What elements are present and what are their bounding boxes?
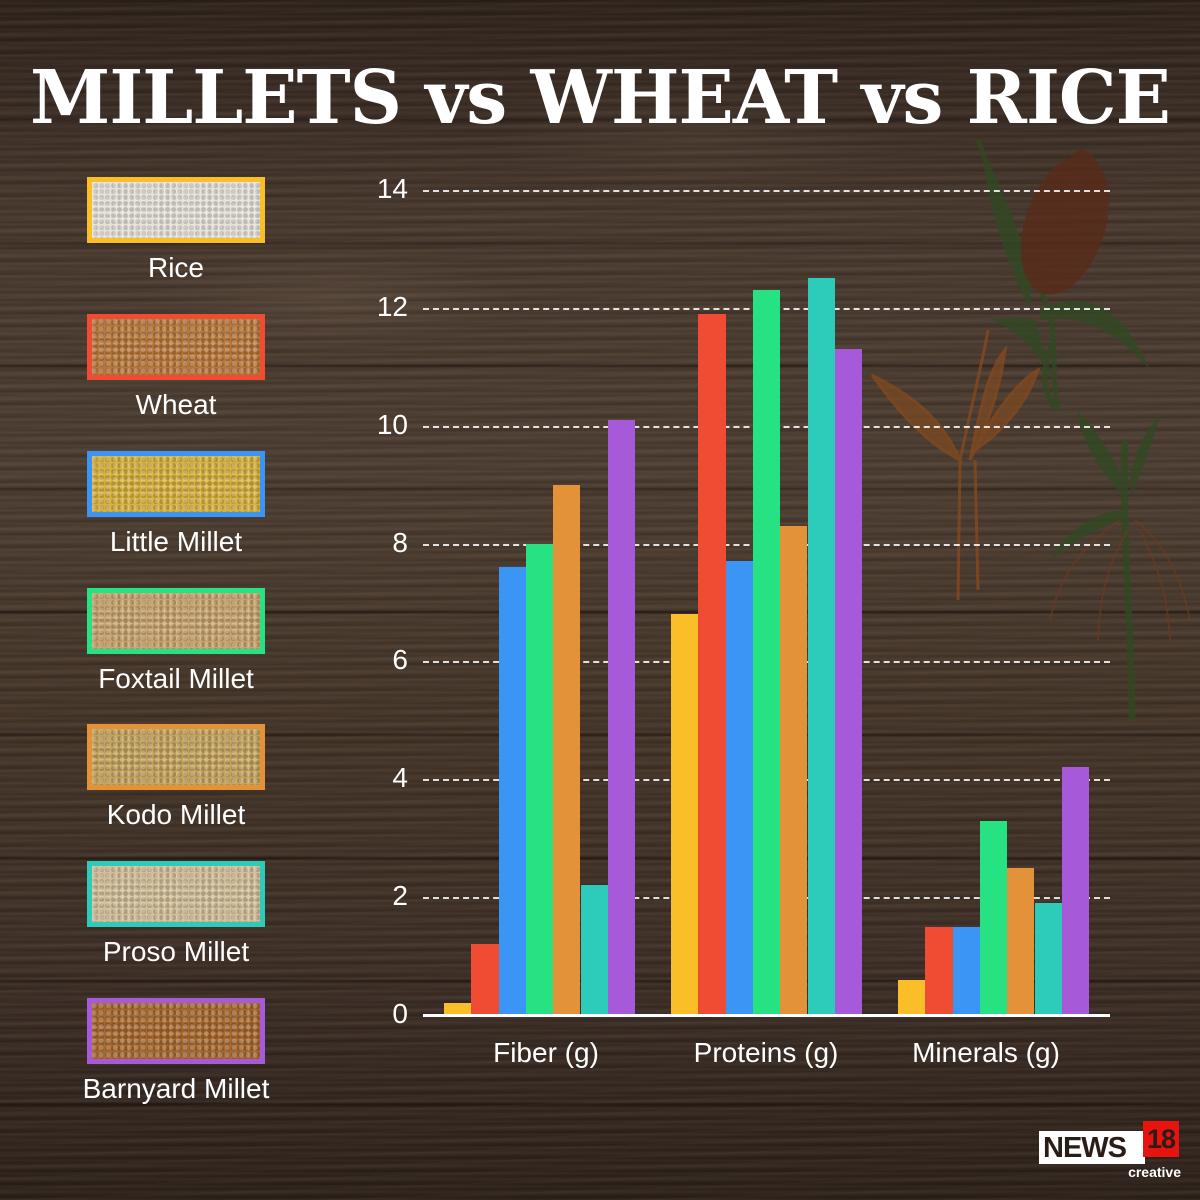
foxtail-millet-image-swatch xyxy=(87,588,265,654)
bar-barnyard-millet-minerals xyxy=(1061,767,1090,1015)
x-axis-line xyxy=(423,1014,1110,1017)
bar-wheat-proteins xyxy=(698,313,726,1015)
bar-barnyard-millet-proteins xyxy=(834,349,863,1015)
gridline xyxy=(423,189,1110,192)
y-tick-label: 2 xyxy=(392,880,408,912)
bar-little-millet-proteins xyxy=(725,561,753,1015)
legend-item-foxtail-millet: Foxtail Millet xyxy=(60,588,295,718)
bar-little-millet-fiber xyxy=(498,567,526,1015)
wheat-image-swatch xyxy=(87,314,265,380)
bar-kodo-millet-minerals xyxy=(1007,867,1035,1015)
bar-little-millet-minerals xyxy=(952,926,980,1015)
bar-barnyard-millet-fiber xyxy=(607,419,636,1015)
legend-item-proso-millet: Proso Millet xyxy=(60,861,295,991)
legend-item-kodo-millet: Kodo Millet xyxy=(60,724,295,854)
barnyard-millet-image-swatch xyxy=(87,998,265,1064)
legend-item-rice: Rice xyxy=(60,177,295,307)
x-label-fiber: Fiber (g) xyxy=(493,1037,599,1068)
legend-label: Barnyard Millet xyxy=(82,1073,270,1104)
logo-creative-text: creative xyxy=(1128,1164,1181,1180)
y-tick-label: 10 xyxy=(376,408,408,440)
kodo-millet-image-swatch xyxy=(87,724,265,790)
x-label-proteins: Proteins (g) xyxy=(693,1037,839,1068)
bar-foxtail-millet-fiber xyxy=(525,543,554,1015)
bar-rice-minerals xyxy=(898,979,926,1015)
bar-rice-fiber xyxy=(444,1003,472,1015)
y-tick-label: 0 xyxy=(392,998,408,1029)
y-tick-label: 6 xyxy=(392,644,408,676)
bar-proso-millet-fiber xyxy=(580,885,608,1015)
legend-label: Proso Millet xyxy=(102,936,250,967)
legend-label: Foxtail Millet xyxy=(98,663,254,694)
bar-foxtail-millet-minerals xyxy=(979,820,1008,1015)
bar-wheat-fiber xyxy=(471,944,499,1015)
legend-item-barnyard-millet: Barnyard Millet xyxy=(60,998,295,1128)
bar-wheat-minerals xyxy=(925,926,953,1015)
legend-label: Kodo Millet xyxy=(106,799,246,830)
legend-label: Wheat xyxy=(135,389,217,420)
chart-title: MILLETS vs WHEAT vs RICE xyxy=(30,55,1171,141)
bar-kodo-millet-proteins xyxy=(780,525,808,1015)
legend-label: Little Millet xyxy=(109,526,243,557)
proso-millet-image-swatch xyxy=(87,861,265,927)
x-label-minerals: Minerals (g) xyxy=(912,1037,1060,1068)
logo-18-badge: 18 xyxy=(1143,1121,1179,1157)
logo-news-text: NEWS xyxy=(1039,1131,1145,1164)
rice-image-swatch xyxy=(87,177,265,243)
bar-foxtail-millet-proteins xyxy=(752,290,781,1015)
legend-label: Rice xyxy=(147,252,204,283)
little-millet-image-swatch xyxy=(87,451,265,517)
y-tick-label: 14 xyxy=(376,172,408,204)
y-tick-label: 8 xyxy=(392,526,408,558)
y-tick-label: 4 xyxy=(392,762,408,794)
bar-proso-millet-minerals xyxy=(1034,903,1062,1015)
bar-proso-millet-proteins xyxy=(807,278,835,1015)
legend-item-wheat: Wheat xyxy=(60,314,295,444)
bar-kodo-millet-fiber xyxy=(553,484,581,1015)
bar-rice-proteins xyxy=(671,614,699,1015)
news18-creative-logo: NEWS 18 creative xyxy=(1039,1121,1181,1181)
y-tick-label: 12 xyxy=(376,290,408,322)
legend-item-little-millet: Little Millet xyxy=(60,451,295,581)
